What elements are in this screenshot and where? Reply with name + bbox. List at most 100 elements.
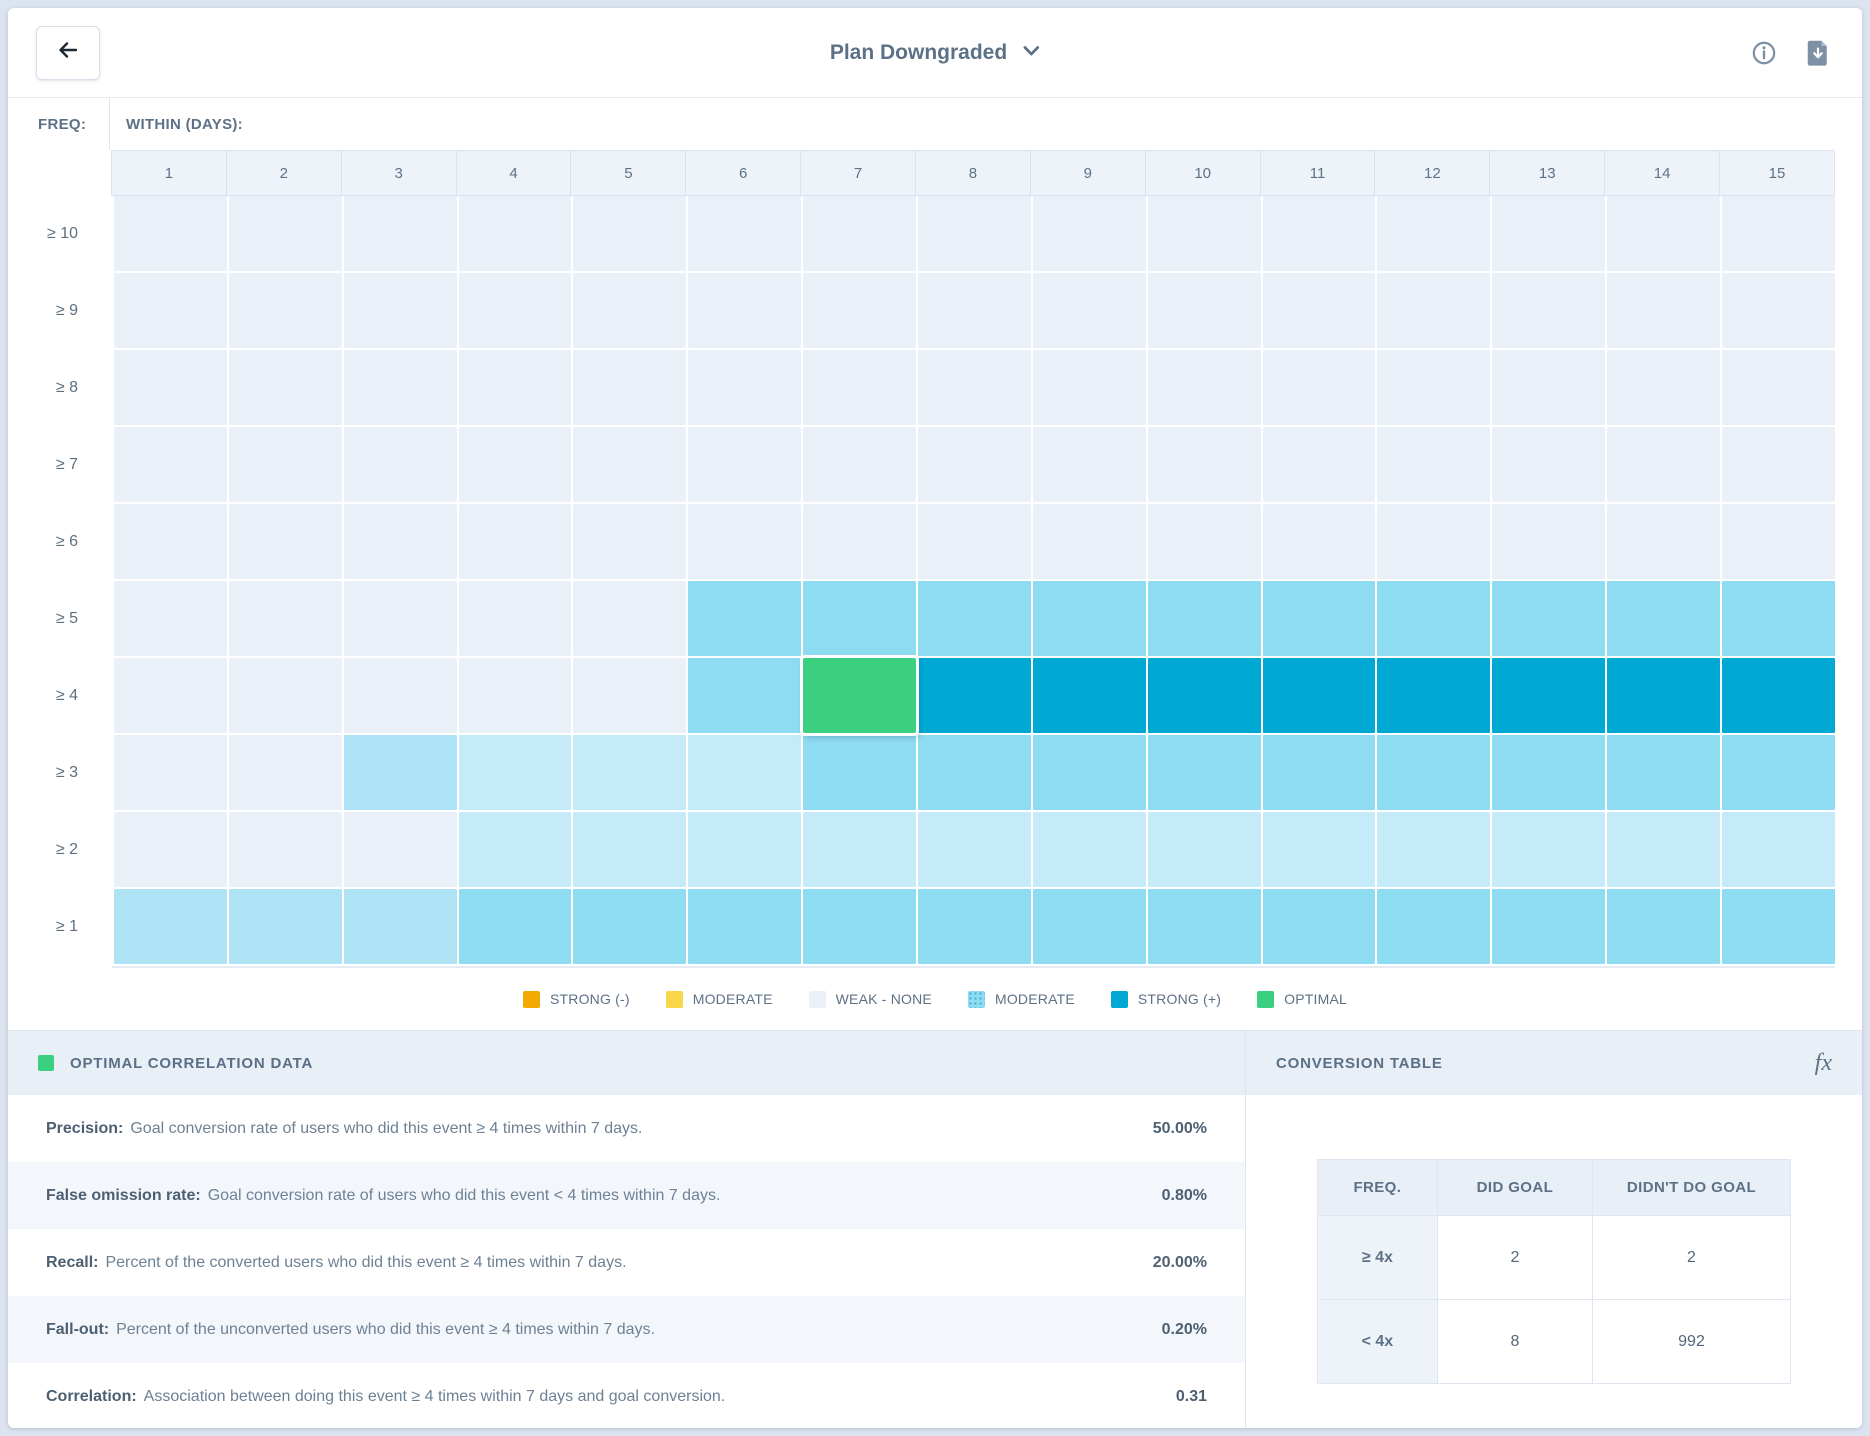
heatmap-cell[interactable] (1262, 812, 1376, 887)
heatmap-cell[interactable] (1262, 889, 1376, 964)
heatmap-cell[interactable] (114, 273, 227, 348)
heatmap-cell[interactable] (803, 735, 917, 810)
heatmap-cell[interactable] (1492, 273, 1606, 348)
heatmap-cell[interactable] (1377, 735, 1491, 810)
heatmap-cell[interactable] (918, 273, 1031, 348)
heatmap-cell[interactable] (573, 889, 687, 964)
heatmap-cell[interactable] (1147, 273, 1261, 348)
heatmap-cell[interactable] (343, 658, 457, 733)
heatmap-cell[interactable] (688, 812, 802, 887)
heatmap-cell[interactable] (1607, 504, 1721, 579)
heatmap-cell[interactable] (573, 812, 687, 887)
heatmap-cell[interactable] (688, 350, 802, 425)
heatmap-cell[interactable] (458, 581, 572, 656)
heatmap-cell[interactable] (114, 581, 227, 656)
heatmap-cell[interactable] (918, 427, 1031, 502)
heatmap-cell[interactable] (803, 273, 917, 348)
heatmap-cell[interactable] (458, 273, 572, 348)
download-icon[interactable] (1804, 39, 1832, 67)
heatmap-cell[interactable] (114, 658, 227, 733)
heatmap-cell[interactable] (1262, 273, 1376, 348)
heatmap-cell[interactable] (1722, 196, 1835, 271)
heatmap-cell[interactable] (228, 273, 342, 348)
heatmap-cell[interactable] (1492, 504, 1606, 579)
heatmap-cell[interactable] (1722, 735, 1835, 810)
heatmap-cell[interactable] (1607, 658, 1721, 733)
heatmap-cell[interactable] (1722, 427, 1835, 502)
heatmap-cell[interactable] (1262, 735, 1376, 810)
heatmap-cell[interactable] (114, 504, 227, 579)
heatmap-cell[interactable] (573, 658, 687, 733)
heatmap-cell[interactable] (1147, 735, 1261, 810)
heatmap-cell[interactable] (1262, 658, 1376, 733)
heatmap-cell[interactable] (573, 581, 687, 656)
heatmap-cell[interactable] (573, 735, 687, 810)
event-selector-dropdown[interactable]: Plan Downgraded (830, 41, 1040, 65)
heatmap-cell[interactable] (1607, 350, 1721, 425)
heatmap-cell[interactable] (1377, 889, 1491, 964)
heatmap-cell[interactable] (918, 735, 1031, 810)
heatmap-cell[interactable] (1377, 273, 1491, 348)
heatmap-cell[interactable] (114, 812, 227, 887)
heatmap-cell[interactable] (1262, 504, 1376, 579)
heatmap-cell[interactable] (1722, 581, 1835, 656)
heatmap-cell[interactable] (1032, 735, 1146, 810)
heatmap-cell[interactable] (688, 273, 802, 348)
heatmap-cell[interactable] (1032, 658, 1146, 733)
heatmap-cell[interactable] (688, 889, 802, 964)
heatmap-cell[interactable] (1607, 273, 1721, 348)
heatmap-cell[interactable] (1492, 812, 1606, 887)
heatmap-cell[interactable] (1722, 658, 1835, 733)
heatmap-cell[interactable] (1492, 196, 1606, 271)
heatmap-cell[interactable] (1492, 735, 1606, 810)
heatmap-cell[interactable] (803, 581, 917, 656)
heatmap-cell[interactable] (573, 504, 687, 579)
heatmap-cell[interactable] (1722, 889, 1835, 964)
heatmap-cell[interactable] (343, 427, 457, 502)
info-icon[interactable] (1750, 39, 1778, 67)
heatmap-cell[interactable] (1722, 812, 1835, 887)
heatmap-cell[interactable] (688, 196, 802, 271)
heatmap-cell[interactable] (1607, 889, 1721, 964)
heatmap-cell[interactable] (458, 889, 572, 964)
heatmap-cell[interactable] (1032, 812, 1146, 887)
heatmap-cell[interactable] (1607, 735, 1721, 810)
heatmap-cell[interactable] (803, 812, 917, 887)
heatmap-cell[interactable] (1147, 196, 1261, 271)
heatmap-cell[interactable] (1377, 196, 1491, 271)
heatmap-cell[interactable] (918, 196, 1031, 271)
heatmap-cell[interactable] (918, 350, 1031, 425)
heatmap-cell[interactable] (1262, 581, 1376, 656)
heatmap-cell[interactable] (573, 273, 687, 348)
heatmap-cell[interactable] (1147, 350, 1261, 425)
optimal-cell[interactable] (803, 658, 917, 733)
heatmap-cell[interactable] (458, 196, 572, 271)
heatmap-cell[interactable] (458, 427, 572, 502)
heatmap-cell[interactable] (1147, 658, 1261, 733)
heatmap-cell[interactable] (918, 812, 1031, 887)
heatmap-cell[interactable] (458, 812, 572, 887)
heatmap-cell[interactable] (688, 658, 802, 733)
heatmap-cell[interactable] (114, 196, 227, 271)
back-button[interactable] (36, 25, 100, 80)
heatmap-cell[interactable] (573, 427, 687, 502)
heatmap-cell[interactable] (343, 889, 457, 964)
heatmap-cell[interactable] (688, 581, 802, 656)
heatmap-cell[interactable] (1492, 350, 1606, 425)
heatmap-cell[interactable] (228, 504, 342, 579)
heatmap-cell[interactable] (1492, 889, 1606, 964)
heatmap-cell[interactable] (1722, 350, 1835, 425)
heatmap-cell[interactable] (803, 196, 917, 271)
heatmap-cell[interactable] (1262, 350, 1376, 425)
heatmap-cell[interactable] (1032, 889, 1146, 964)
heatmap-cell[interactable] (228, 812, 342, 887)
heatmap-cell[interactable] (343, 735, 457, 810)
heatmap-cell[interactable] (1147, 812, 1261, 887)
formula-fx-icon[interactable]: fx (1814, 1049, 1832, 1076)
heatmap-cell[interactable] (343, 581, 457, 656)
heatmap-cell[interactable] (1262, 427, 1376, 502)
heatmap-cell[interactable] (688, 735, 802, 810)
heatmap-cell[interactable] (1032, 427, 1146, 502)
heatmap-cell[interactable] (1377, 658, 1491, 733)
heatmap-cell[interactable] (803, 504, 917, 579)
